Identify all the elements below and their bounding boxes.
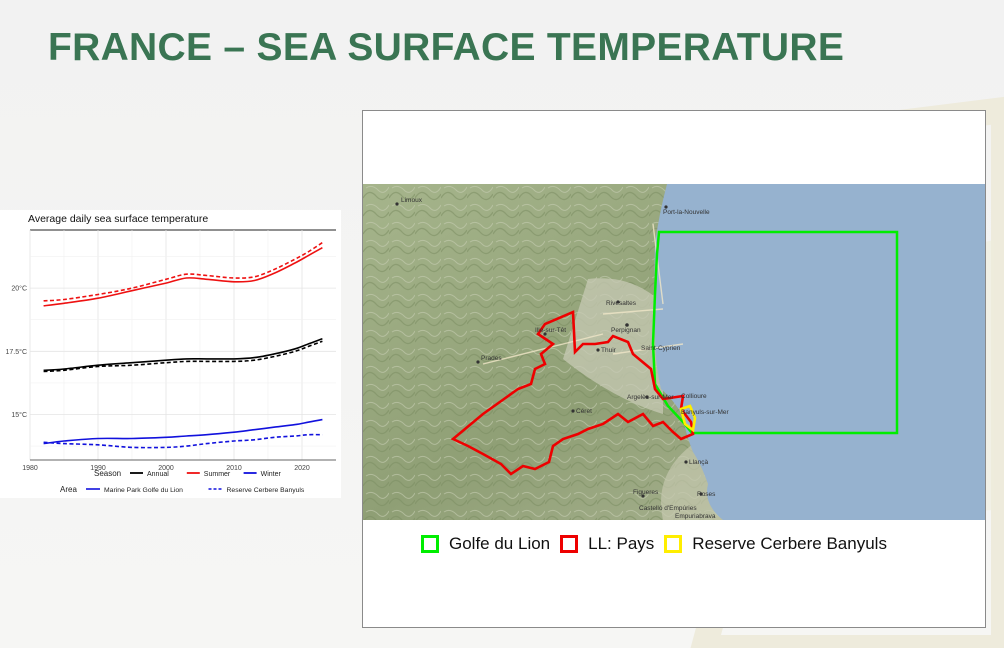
map-legend: Golfe du Lion LL: Pays Reserve Cerbere B… (421, 531, 897, 557)
x-tick-label: 2010 (226, 465, 242, 472)
legend-label: LL: Pays (588, 534, 655, 553)
place-label: Llançà (689, 459, 709, 466)
legend-area-label: Marine Park Golfe du Lion (104, 487, 183, 494)
place-label: Banyuls-sur-Mer (681, 409, 730, 416)
x-tick-label: 2020 (294, 465, 310, 472)
terrain-map[interactable]: Limoux Port-la-Nouvelle Rivesaltes Perpi… (363, 184, 985, 520)
place-label: Prades (481, 355, 502, 362)
sst-chart-panel: Average daily sea surface temperature 19… (0, 210, 341, 498)
legend-season-title: Season (94, 469, 121, 478)
place-label: Ille-sur-Têt (535, 327, 566, 334)
legend-item-golfe-du-lion: Golfe du Lion (421, 534, 550, 554)
sea-area (654, 184, 985, 520)
x-tick-label: 2000 (158, 465, 174, 472)
place-label: Rivesaltes (606, 300, 637, 307)
series-line-winter-reserve (43, 433, 323, 449)
series-line-annual-marine-park (43, 337, 323, 372)
y-tick-label: 20°C (11, 285, 27, 293)
place-label: Limoux (401, 197, 423, 204)
place-label: Saint-Cyprien (641, 345, 681, 352)
y-tick-label: 17.5°C (6, 348, 27, 356)
place-label: Thuir (601, 347, 617, 354)
legend-item-reserve-cerbere-banyuls: Reserve Cerbere Banyuls (664, 534, 887, 554)
place-label: Roses (697, 491, 716, 498)
map-svg: Limoux Port-la-Nouvelle Rivesaltes Perpi… (363, 184, 985, 520)
place-label: Argelès-sur-Mer (627, 394, 674, 401)
chart-title: Average daily sea surface temperature (28, 213, 208, 225)
legend-swatch-green (421, 535, 439, 553)
place-label: Collioure (681, 393, 707, 400)
legend-area-label: Reserve Cerbere Banyuls (227, 487, 305, 494)
legend-label: Reserve Cerbere Banyuls (692, 534, 887, 553)
series-line-summer-reserve (43, 241, 323, 302)
series-line-summer-marine-park (43, 247, 323, 307)
reserve-cerbere-banyuls-boundary[interactable] (679, 404, 697, 433)
legend-season-label: Summer (204, 471, 231, 478)
x-tick-label: 1990 (90, 465, 106, 472)
place-label: Port-la-Nouvelle (663, 209, 710, 216)
place-label: Céret (576, 408, 592, 415)
golfe-du-lion-boundary[interactable] (651, 230, 899, 435)
legend-swatch-yellow (664, 535, 683, 553)
series-line-annual-reserve (43, 340, 323, 373)
place-label: Empuriabrava (675, 513, 716, 520)
legend-label: Golfe du Lion (449, 534, 551, 553)
legend-item-ll-pays: LL: Pays (560, 534, 654, 554)
place-label: Perpignan (611, 327, 641, 334)
legend-swatch-red (560, 535, 579, 553)
legend-season-label: Annual (147, 471, 169, 478)
place-label: Figueres (633, 489, 659, 496)
map-panel: Limoux Port-la-Nouvelle Rivesaltes Perpi… (362, 110, 986, 628)
place-label: Castelló d'Empúries (639, 505, 697, 512)
y-tick-label: 15°C (11, 411, 27, 419)
series-line-winter-marine-park (43, 418, 323, 445)
sst-line-chart: Average daily sea surface temperature 19… (6, 213, 336, 494)
x-tick-label: 1980 (22, 465, 38, 472)
legend-area-title: Area (60, 485, 77, 494)
slide-title: FRANCE – SEA SURFACE TEMPERATURE (48, 26, 845, 69)
legend-season-label: Winter (261, 471, 282, 478)
